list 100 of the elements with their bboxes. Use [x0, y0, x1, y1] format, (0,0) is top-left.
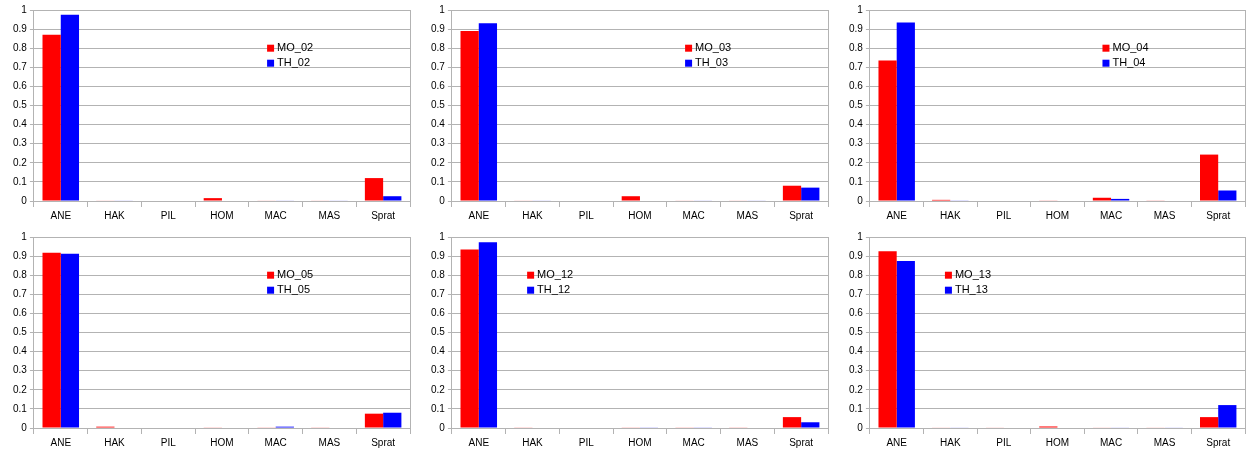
- y-tick-label: 0.1: [13, 175, 28, 187]
- y-tick-label: 0.8: [849, 268, 864, 280]
- x-tick-label: HOM: [1045, 436, 1070, 448]
- x-tick-label: Sprat: [1206, 209, 1231, 221]
- x-tick-label: MAC: [1099, 209, 1123, 221]
- bar: [1092, 197, 1112, 201]
- y-tick-label: 0.6: [431, 80, 446, 92]
- bar: [42, 252, 61, 428]
- x-tick-label: HOM: [628, 436, 652, 448]
- y-tick-label: 0: [439, 194, 446, 206]
- bar: [478, 242, 498, 428]
- x-tick-label: PIL: [578, 436, 595, 448]
- bar: [878, 251, 897, 428]
- x-tick-label: MAC: [682, 209, 705, 221]
- y-tick-label: 0.5: [13, 326, 28, 338]
- y-tick-label: 0.5: [13, 99, 28, 111]
- x-tick-label: ANE: [50, 209, 72, 221]
- y-tick-label: 0.7: [13, 61, 28, 73]
- y-tick-label: 0.4: [849, 345, 864, 357]
- x-tick-label: Sprat: [371, 436, 396, 448]
- x-tick-label: PIL: [160, 436, 177, 448]
- x-tick-label: ANE: [50, 436, 72, 448]
- x-tick-label: MAS: [736, 209, 759, 221]
- y-tick-label: 0.7: [849, 61, 864, 73]
- y-tick-label: 0.9: [431, 249, 446, 261]
- x-tick-label: HAK: [104, 436, 126, 448]
- y-tick-label: 0.7: [13, 288, 28, 300]
- bar: [878, 60, 897, 201]
- bar: [383, 196, 402, 201]
- x-tick-label: ANE: [886, 436, 908, 448]
- y-tick-label: 0.3: [431, 364, 446, 376]
- y-tick-label: 0.2: [13, 156, 28, 168]
- bar: [42, 34, 61, 201]
- y-tick-label: 0.4: [849, 118, 864, 130]
- x-tick-label: HAK: [522, 436, 544, 448]
- y-tick-label: 0.6: [431, 307, 446, 319]
- y-tick-label: 0.9: [431, 22, 446, 34]
- y-tick-label: 0.6: [849, 307, 864, 319]
- y-tick-label: 0.3: [431, 137, 446, 149]
- y-tick-label: 0.3: [849, 137, 864, 149]
- bar: [801, 422, 820, 428]
- y-tick-label: 0.7: [431, 61, 446, 73]
- y-tick-label: 0.2: [849, 156, 864, 168]
- y-tick-label: 0.9: [849, 249, 864, 261]
- y-tick-label: 1: [21, 230, 28, 242]
- y-tick-label: 0: [857, 194, 864, 206]
- bar: [203, 198, 222, 201]
- y-tick-label: 0.2: [431, 156, 446, 168]
- y-tick-label: 0.5: [849, 326, 864, 338]
- y-tick-label: 0.1: [431, 175, 446, 187]
- bar: [383, 412, 402, 428]
- x-tick-label: HOM: [628, 209, 652, 221]
- bar: [60, 253, 80, 428]
- y-tick-label: 0.9: [13, 249, 28, 261]
- legend-label: MO_05: [277, 268, 314, 281]
- x-tick-label: HAK: [522, 209, 544, 221]
- y-tick-label: 0.5: [849, 99, 864, 111]
- legend-label: TH_05: [277, 283, 311, 296]
- y-tick-label: 0.2: [849, 383, 864, 395]
- y-tick-label: 0.9: [13, 22, 28, 34]
- x-tick-label: PIL: [996, 436, 1012, 448]
- x-tick-label: HAK: [940, 436, 961, 448]
- x-tick-label: MAS: [318, 436, 341, 448]
- x-tick-label: MAS: [318, 209, 341, 221]
- x-tick-label: ANE: [886, 209, 908, 221]
- x-tick-label: HAK: [104, 209, 126, 221]
- bar: [478, 23, 498, 201]
- y-tick-label: 0.1: [13, 402, 28, 414]
- x-tick-label: Sprat: [789, 209, 814, 221]
- y-tick-label: 0.1: [849, 402, 864, 414]
- x-tick-label: Sprat: [1206, 436, 1231, 448]
- x-tick-label: Sprat: [371, 209, 396, 221]
- y-tick-label: 1: [857, 230, 864, 242]
- x-tick-label: HAK: [940, 209, 961, 221]
- y-tick-label: 1: [439, 230, 446, 242]
- x-tick-label: HOM: [210, 436, 234, 448]
- y-tick-label: 0.3: [13, 137, 28, 149]
- y-tick-label: 0.8: [13, 268, 28, 280]
- bar: [364, 178, 384, 201]
- bar: [1199, 154, 1219, 201]
- y-tick-label: 0.5: [431, 99, 446, 111]
- bar: [1218, 190, 1237, 201]
- x-tick-label: Sprat: [789, 436, 814, 448]
- bar: [364, 413, 384, 428]
- y-tick-label: 0.9: [849, 22, 864, 34]
- bar: [1199, 417, 1219, 428]
- legend-label: MO_04: [1112, 41, 1149, 54]
- x-tick-label: PIL: [160, 209, 177, 221]
- y-tick-label: 0.2: [431, 383, 446, 395]
- bar: [782, 417, 802, 428]
- x-tick-label: MAS: [1153, 209, 1176, 221]
- x-tick-label: MAS: [736, 436, 759, 448]
- y-tick-label: 0: [21, 421, 28, 433]
- y-tick-label: 1: [857, 3, 864, 15]
- y-tick-label: 0.3: [849, 364, 864, 376]
- y-tick-label: 0.1: [849, 175, 864, 187]
- y-tick-label: 0: [21, 194, 28, 206]
- legend-label: TH_13: [954, 283, 988, 296]
- y-tick-label: 0.8: [431, 41, 446, 53]
- x-tick-label: MAC: [682, 436, 705, 448]
